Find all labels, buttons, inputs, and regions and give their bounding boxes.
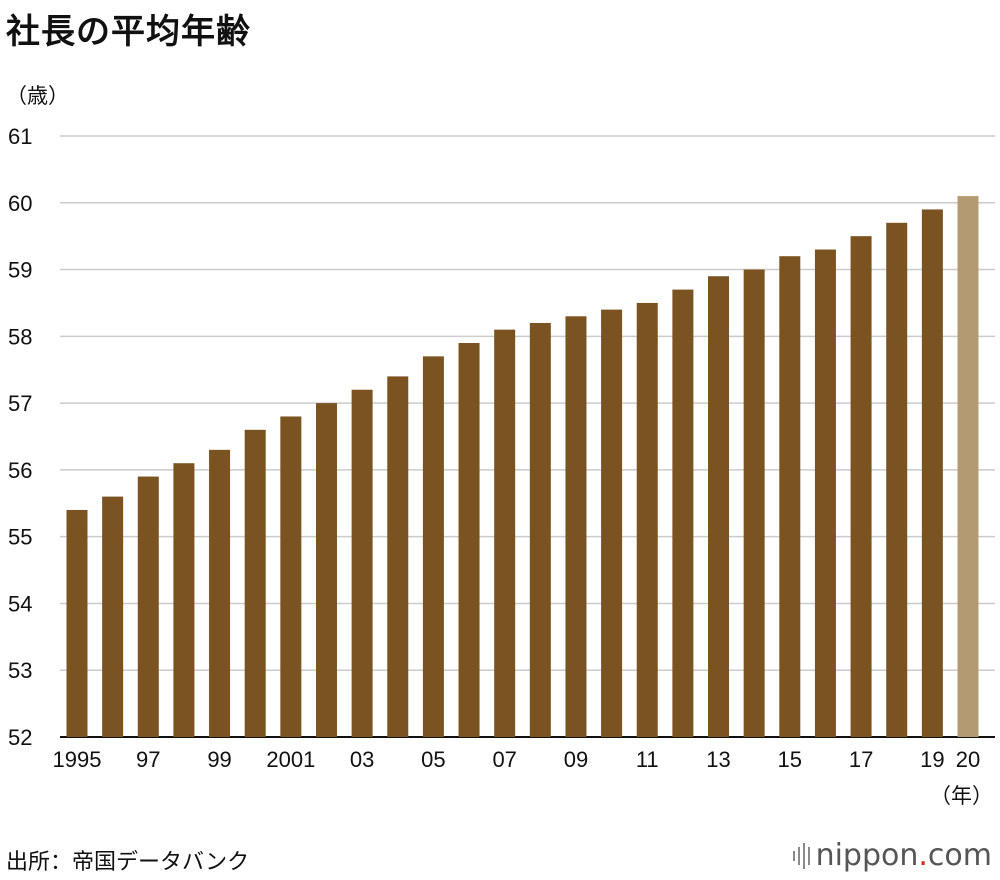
x-tick-label: 05 [421, 747, 445, 772]
x-tick-label: 1995 [53, 747, 102, 772]
bar-2017 [850, 236, 872, 737]
bar-2001 [280, 416, 302, 737]
y-tick-label: 58 [8, 324, 32, 349]
bar-2019 [921, 209, 943, 737]
y-tick-label: 55 [8, 525, 32, 550]
bar-2018 [886, 222, 908, 738]
bar-1998 [173, 463, 195, 737]
x-tick-label: 20 [956, 747, 980, 772]
bar-2009 [565, 316, 587, 737]
bar-2012 [672, 289, 694, 737]
y-tick-label: 56 [8, 458, 32, 483]
x-tick-label: 11 [636, 747, 659, 772]
x-tick-label: 2001 [266, 747, 315, 772]
bar-2020 [957, 196, 979, 738]
bar-2016 [814, 249, 836, 737]
bar-2007 [494, 329, 516, 737]
x-axis-unit-label: （年） [930, 784, 993, 808]
y-tick-label: 59 [8, 258, 32, 283]
bars [66, 196, 979, 738]
nippon-logo: nippon.com [792, 838, 992, 873]
bar-2004 [387, 376, 409, 737]
y-tick-label: 53 [8, 658, 32, 683]
source-note: 出所：帝国データバンク [6, 850, 250, 875]
x-axis-ticks: 1995 97 99 2001 03 05 07 09 11 13 15 17 19 20 [53, 747, 981, 772]
bar-1999 [209, 449, 231, 737]
x-tick-label: 97 [136, 747, 160, 772]
x-tick-label: 13 [706, 747, 730, 772]
bar-2000 [244, 429, 266, 737]
bar-2005 [422, 356, 444, 737]
y-tick-label: 54 [8, 591, 32, 616]
y-axis-unit-label: （歳） [6, 84, 69, 108]
x-tick-label: 15 [778, 747, 802, 772]
x-tick-label: 09 [564, 747, 588, 772]
bar-1995 [66, 509, 88, 737]
bar-2010 [601, 309, 623, 737]
y-tick-label: 52 [8, 725, 32, 750]
chart-title: 社長の平均年齢 [6, 12, 251, 52]
bar-2006 [458, 343, 480, 737]
bar-2013 [708, 276, 730, 737]
bar-1997 [137, 476, 159, 737]
logo-bars-icon [792, 842, 810, 869]
y-tick-label: 60 [8, 191, 32, 216]
y-tick-label: 57 [8, 391, 32, 416]
y-axis-ticks: 52 53 54 55 56 57 58 59 60 61 [8, 124, 32, 750]
x-tick-label: 99 [207, 747, 231, 772]
x-tick-label: 17 [849, 747, 873, 772]
bar-2002 [315, 403, 337, 737]
bar-2014 [743, 269, 765, 737]
x-tick-label: 07 [492, 747, 516, 772]
bar-1996 [102, 496, 124, 737]
y-tick-label: 61 [8, 124, 32, 149]
x-tick-label: 19 [920, 747, 944, 772]
bar-2008 [529, 322, 551, 737]
x-tick-label: 03 [350, 747, 374, 772]
logo-text: nippon.com [815, 838, 992, 873]
bar-2011 [636, 302, 658, 737]
bar-2015 [779, 256, 801, 737]
bar-2003 [351, 389, 373, 737]
